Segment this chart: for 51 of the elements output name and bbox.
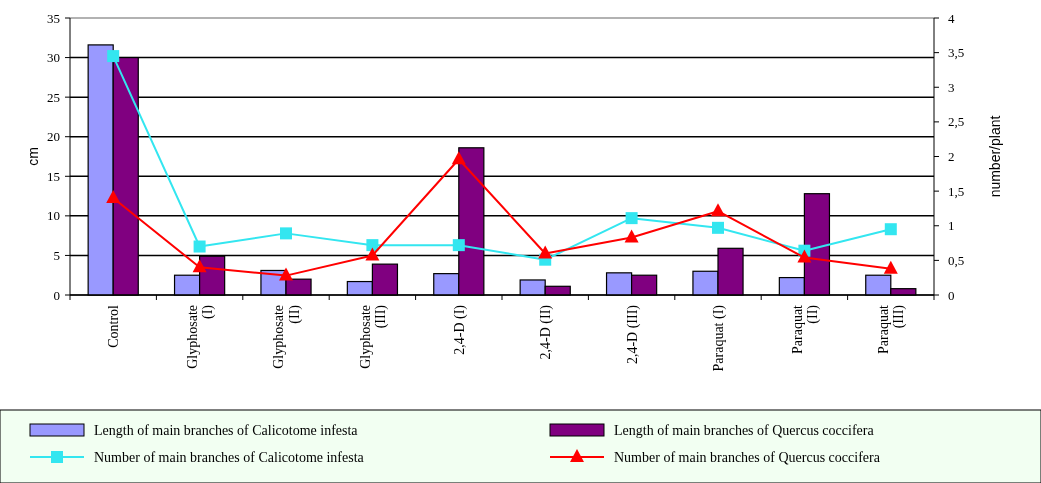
point (107, 50, 120, 63)
x-tick-label: Paraquat (II) (789, 304, 821, 354)
point (365, 247, 380, 261)
legend-label: Number of main branches of Calicotome infesta (94, 449, 365, 465)
y2-tick-label: 3,5 (948, 45, 965, 61)
y2-tick-label: 4 (948, 10, 955, 26)
point (106, 190, 121, 204)
y2-tick-label: 2 (948, 149, 955, 165)
legend-label: Length of main branches of Quercus coccifera (614, 422, 875, 438)
point (624, 229, 639, 243)
x-tick-label: 2,4-D (III) (624, 304, 641, 365)
x-tick-label: Glyphosate (III) (357, 304, 389, 369)
point (883, 260, 898, 274)
point (192, 259, 207, 273)
y2-tick-label: 1,5 (948, 183, 965, 199)
point (711, 203, 725, 217)
point (280, 227, 292, 240)
x-tick-label: 2,4-D (I) (451, 304, 468, 355)
y2-tick-label: 0 (948, 287, 955, 303)
point (712, 221, 724, 234)
y-tick-label: 5 (53, 247, 60, 263)
point (625, 212, 638, 225)
point (279, 267, 293, 281)
y2-axis-title: number/plant (987, 115, 1003, 198)
y-tick-label: 30 (47, 50, 60, 66)
legend-label: Number of main branches of Quercus coccifera (614, 449, 881, 465)
x-tick-label: Paraquat (I) (710, 304, 727, 372)
x-tick-label: Glyphosate (II) (271, 304, 303, 369)
x-tick-label: Control (106, 304, 122, 348)
point (797, 249, 812, 263)
point (884, 223, 897, 236)
point (451, 151, 466, 165)
point (452, 239, 465, 252)
y2-tick-label: 2,5 (948, 114, 965, 130)
y-tick-label: 35 (47, 10, 60, 26)
y2-tick-label: 3 (948, 79, 955, 95)
x-tick-label: Glyphosate (I) (184, 304, 217, 369)
point (366, 239, 379, 252)
point (538, 245, 553, 259)
y-tick-label: 15 (47, 168, 60, 184)
y-tick-label: 20 (47, 129, 60, 145)
y-tick-label: 25 (47, 89, 60, 105)
x-tick-label: 2,4-D (II) (538, 304, 555, 360)
legend-label: Length of main branches of Calicotome infesta (94, 422, 359, 438)
y-axis-title: cm (25, 147, 41, 166)
point (193, 240, 206, 253)
y2-tick-label: 0,5 (948, 252, 965, 268)
y-tick-label: 0 (53, 287, 60, 303)
x-tick-label: Paraquat (III) (876, 304, 908, 354)
y2-tick-label: 1 (948, 218, 955, 234)
y-tick-label: 10 (47, 208, 60, 224)
